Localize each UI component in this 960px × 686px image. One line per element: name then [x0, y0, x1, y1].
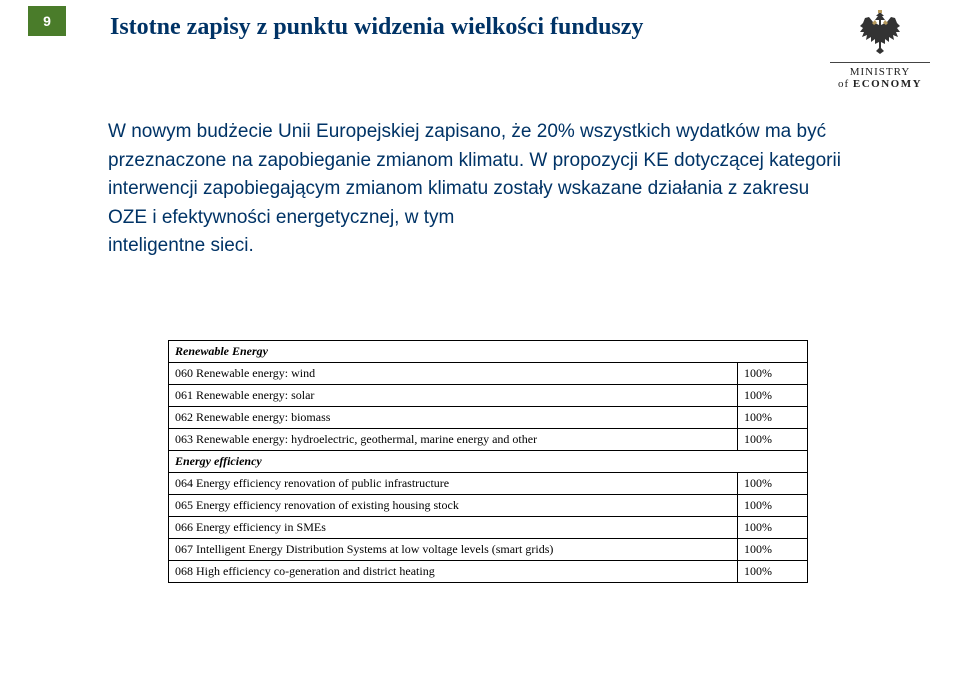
ministry-economy: ECONOMY — [853, 78, 922, 90]
row-value: 100% — [738, 385, 808, 407]
row-value: 100% — [738, 539, 808, 561]
row-value: 100% — [738, 429, 808, 451]
row-value: 100% — [738, 561, 808, 583]
table-section-header: Energy efficiency — [169, 451, 808, 473]
body-paragraph: W nowym budżecie Unii Europejskiej zapis… — [108, 118, 848, 261]
page-number: 9 — [28, 6, 66, 36]
ministry-line1: MINISTRY — [830, 66, 930, 78]
table-row: 061 Renewable energy: solar100% — [169, 385, 808, 407]
ministry-line2: of ECONOMY — [830, 78, 930, 90]
table-row: 067 Intelligent Energy Distribution Syst… — [169, 539, 808, 561]
paragraph-tail: inteligentne sieci. — [108, 232, 848, 261]
row-label: 065 Energy efficiency renovation of exis… — [169, 495, 738, 517]
table-row: 062 Renewable energy: biomass100% — [169, 407, 808, 429]
table-section-header: Renewable Energy — [169, 341, 808, 363]
row-value: 100% — [738, 495, 808, 517]
energy-table: Renewable Energy060 Renewable energy: wi… — [168, 340, 808, 583]
ministry-label: MINISTRY of ECONOMY — [830, 62, 930, 90]
page-title: Istotne zapisy z punktu widzenia wielkoś… — [110, 14, 643, 41]
row-label: 061 Renewable energy: solar — [169, 385, 738, 407]
row-label: 060 Renewable energy: wind — [169, 363, 738, 385]
table-row: 066 Energy efficiency in SMEs100% — [169, 517, 808, 539]
row-value: 100% — [738, 407, 808, 429]
table-row: 065 Energy efficiency renovation of exis… — [169, 495, 808, 517]
table-row: 060 Renewable energy: wind100% — [169, 363, 808, 385]
row-label: 066 Energy efficiency in SMEs — [169, 517, 738, 539]
row-label: 062 Renewable energy: biomass — [169, 407, 738, 429]
table-row: 064 Energy efficiency renovation of publ… — [169, 473, 808, 495]
row-value: 100% — [738, 363, 808, 385]
row-value: 100% — [738, 473, 808, 495]
table-row: 063 Renewable energy: hydroelectric, geo… — [169, 429, 808, 451]
row-label: 063 Renewable energy: hydroelectric, geo… — [169, 429, 738, 451]
data-table: Renewable Energy060 Renewable energy: wi… — [168, 340, 808, 583]
table-row: 068 High efficiency co-generation and di… — [169, 561, 808, 583]
row-label: 064 Energy efficiency renovation of publ… — [169, 473, 738, 495]
paragraph-main: W nowym budżecie Unii Europejskiej zapis… — [108, 118, 848, 232]
row-label: 067 Intelligent Energy Distribution Syst… — [169, 539, 738, 561]
eagle-icon — [855, 8, 905, 58]
row-value: 100% — [738, 517, 808, 539]
ministry-of: of — [838, 78, 853, 90]
ministry-logo: MINISTRY of ECONOMY — [830, 8, 930, 90]
row-label: 068 High efficiency co-generation and di… — [169, 561, 738, 583]
